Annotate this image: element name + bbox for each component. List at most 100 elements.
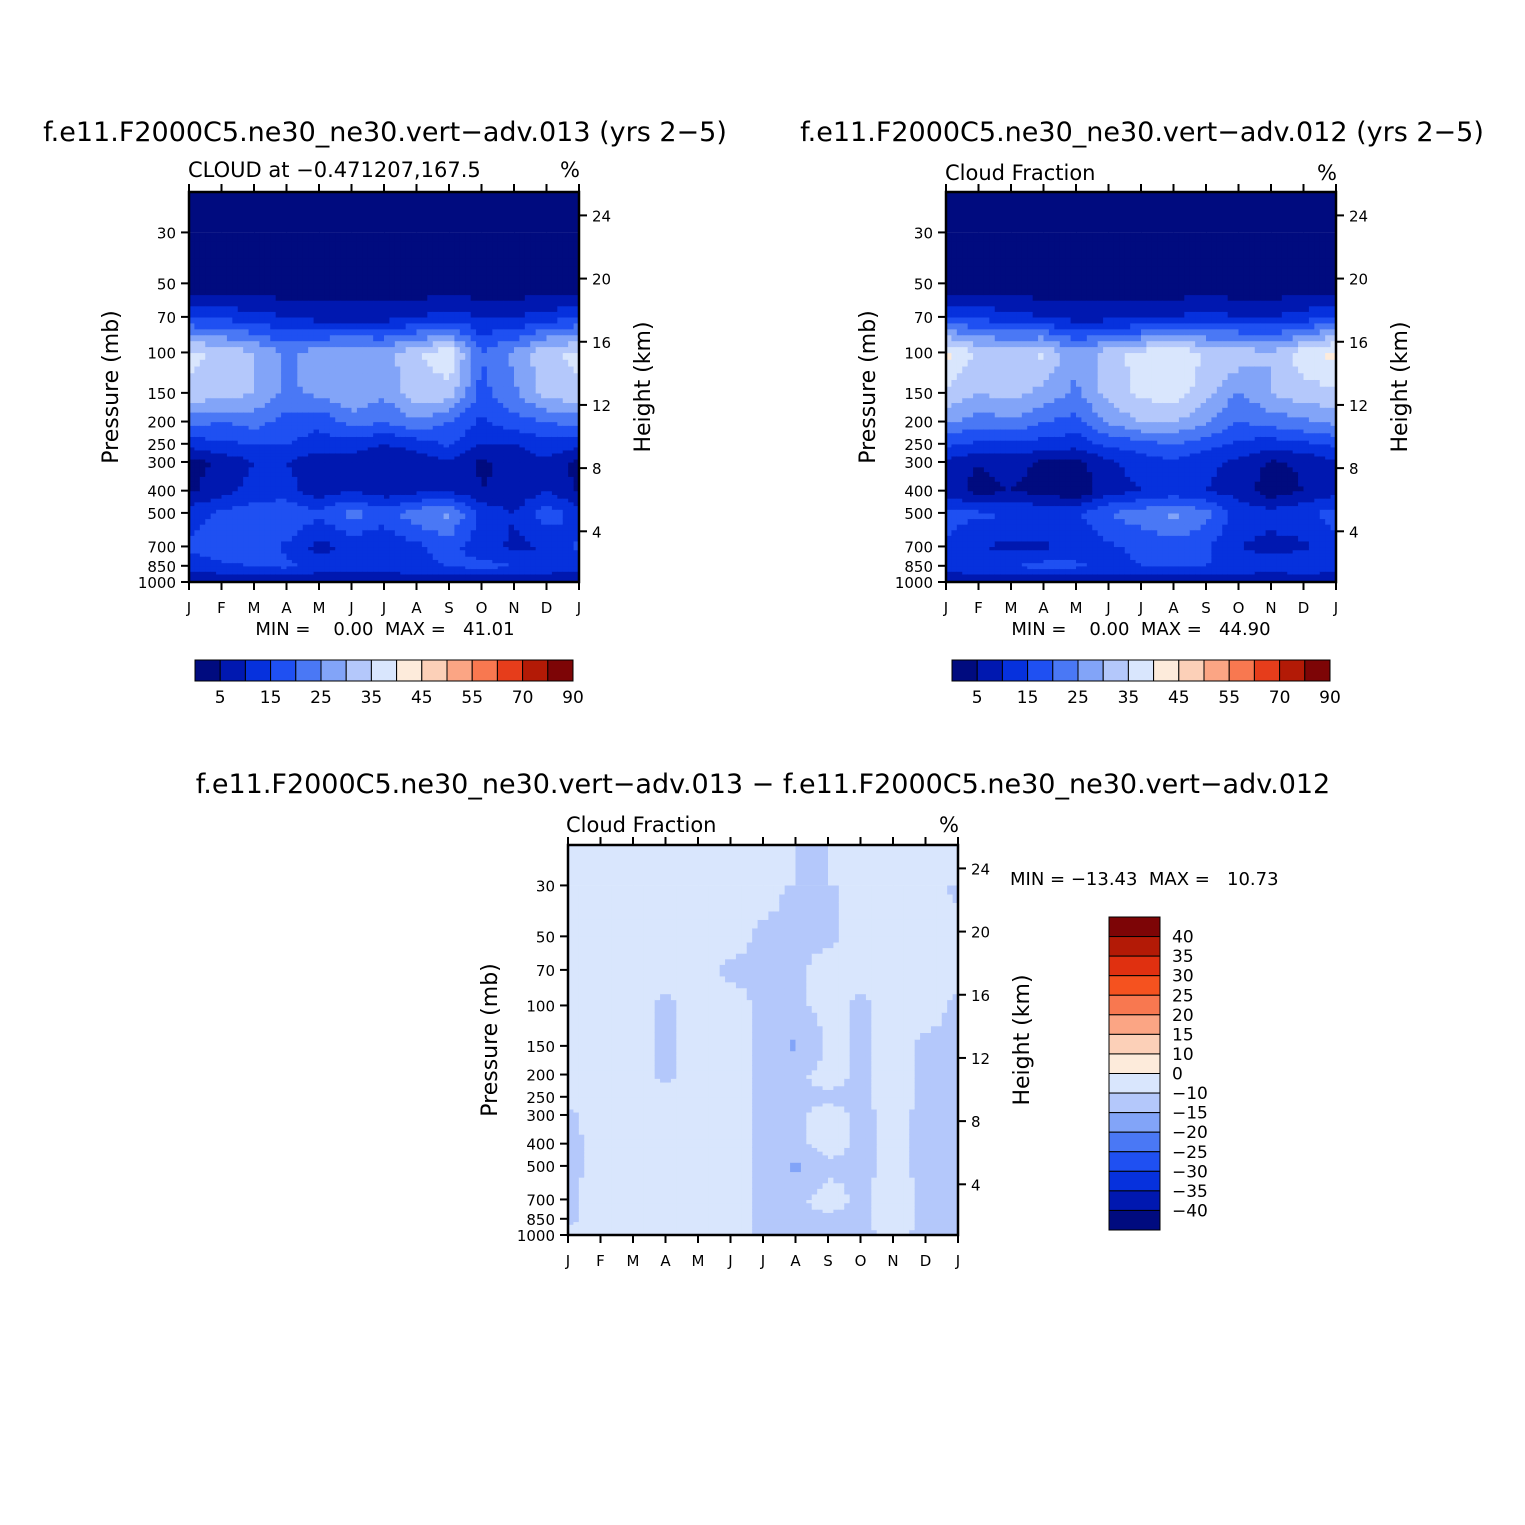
contour-cell [411, 552, 418, 557]
contour-cell [297, 334, 304, 342]
contour-cell [470, 552, 477, 557]
contour-cell [270, 283, 277, 290]
contour-cell [546, 300, 553, 307]
contour-cell [367, 559, 374, 564]
contour-cell [438, 392, 445, 399]
contour-cell [378, 576, 385, 580]
contour-cell [281, 481, 288, 487]
contour-cell [351, 411, 358, 418]
contour-cell [232, 490, 239, 495]
contour-cell [378, 311, 385, 318]
contour-cell [405, 322, 412, 330]
contour-cell [205, 397, 212, 404]
contour-cell [557, 311, 564, 318]
contour-cell [465, 549, 472, 554]
contour-cell [459, 576, 466, 580]
contour-cell [205, 334, 212, 342]
contour-cell [205, 428, 212, 434]
contour-cell [313, 452, 320, 457]
contour-cell [503, 535, 510, 542]
contour-cell [351, 365, 358, 374]
contour-cell [270, 471, 277, 477]
contour-cell [356, 428, 363, 434]
contour-cell [243, 440, 250, 445]
contour-cell [427, 471, 434, 477]
contour-cell [297, 311, 304, 318]
contour-cell [189, 559, 196, 564]
contour-cell [210, 466, 217, 473]
contour-cell [189, 485, 196, 492]
contour-cell [530, 407, 537, 413]
contour-cell [503, 573, 510, 578]
contour-cell [373, 257, 380, 267]
contour-cell [373, 494, 380, 499]
contour-cell [373, 535, 380, 542]
contour-cell [243, 352, 250, 360]
contour-cell [400, 249, 407, 259]
contour-cell [508, 466, 515, 473]
contour-cell [340, 501, 347, 507]
contour-cell [329, 552, 336, 557]
contour-cell [432, 494, 439, 499]
contour-cell [264, 288, 271, 296]
contour-cell [232, 365, 239, 374]
contour-cell [508, 352, 515, 360]
contour-cell [351, 416, 358, 423]
contour-cell [481, 498, 488, 503]
contour-cell [297, 372, 304, 380]
contour-cell [210, 540, 217, 548]
contour-cell [232, 461, 239, 468]
contour-cell [275, 512, 282, 520]
contour-cell [454, 425, 461, 430]
contour-cell [351, 471, 358, 477]
contour-cell [254, 379, 261, 387]
contour-cell [324, 535, 331, 542]
contour-cell [270, 576, 277, 580]
contour-cell [340, 573, 347, 578]
contour-cell [324, 546, 331, 551]
contour-cell [514, 283, 521, 290]
contour-cell [221, 455, 228, 460]
contour-cell [356, 573, 363, 578]
contour-cell [259, 556, 266, 560]
contour-cell [421, 481, 428, 487]
contour-cell [416, 535, 423, 542]
contour-cell [378, 501, 385, 507]
contour-cell [481, 416, 488, 423]
contour-cell [562, 466, 569, 473]
contour-cell [216, 443, 223, 448]
contour-cell [400, 392, 407, 399]
contour-cell [546, 421, 553, 426]
contour-cell [226, 411, 233, 418]
contour-cell [411, 300, 418, 307]
contour-cell [362, 549, 369, 554]
contour-cell [216, 328, 223, 336]
contour-cell [297, 565, 304, 570]
contour-cell [313, 257, 320, 267]
contour-cell [443, 316, 450, 324]
contour-cell [189, 505, 196, 510]
contour-cell [492, 372, 499, 380]
contour-cell [324, 498, 331, 503]
contour-cell [492, 556, 499, 560]
contour-cell [205, 562, 212, 567]
contour-cell [205, 288, 212, 296]
contour-cell [486, 346, 493, 354]
contour-cell [232, 352, 239, 360]
contour-cell [497, 455, 504, 460]
contour-cell [329, 535, 336, 542]
contour-cell [199, 416, 206, 423]
contour-cell [308, 559, 315, 564]
contour-cell [432, 556, 439, 560]
contour-cell [411, 501, 418, 507]
contour-cell [351, 509, 358, 514]
contour-cell [427, 421, 434, 426]
contour-cell [259, 411, 266, 418]
contour-cell [503, 490, 510, 495]
contour-cell [367, 466, 374, 473]
contour-cell [535, 416, 542, 423]
contour-cell [438, 322, 445, 330]
contour-cell [541, 490, 548, 495]
contour-cell [232, 455, 239, 460]
contour-cell [519, 562, 526, 567]
